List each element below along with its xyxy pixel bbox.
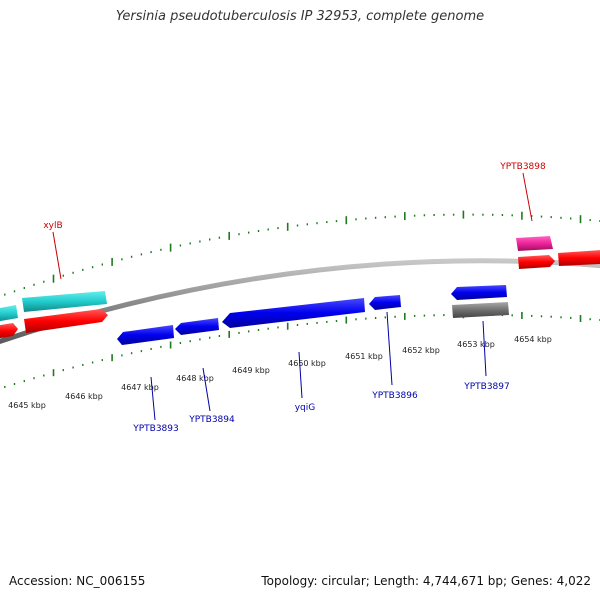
gene-arrow-yptb3894[interactable] — [175, 318, 219, 335]
scale-label: 4646 kbp — [65, 392, 103, 401]
gene-arrow-gray[interactable] — [452, 302, 509, 318]
page-title: Yersinia pseudotuberculosis IP 32953, co… — [115, 9, 485, 24]
outer-tick-ring — [4, 210, 600, 296]
callout-line — [52, 231, 62, 280]
scale-labels: 4645 kbp 4646 kbp 4647 kbp 4648 kbp 4649… — [8, 335, 552, 410]
scale-label: 4654 kbp — [514, 335, 552, 344]
callout-line — [522, 172, 533, 222]
gene-label-yqig[interactable]: yqiG — [295, 403, 316, 413]
gene-arrow-red-xylb[interactable] — [24, 309, 108, 333]
scale-label: 4652 kbp — [402, 346, 440, 355]
gene-callouts: xylB YPTB3898 YPTB3893 YPTB3894 yqiG YPT… — [43, 162, 546, 434]
callout-line — [202, 367, 211, 412]
gene-arrow-red-right-2[interactable] — [558, 250, 600, 266]
scale-label: 4645 kbp — [8, 401, 46, 410]
scale-label: 4653 kbp — [457, 340, 495, 349]
scale-label: 4648 kbp — [176, 374, 214, 383]
callout-line — [386, 311, 393, 386]
gene-arrow-yqig[interactable] — [222, 298, 365, 328]
reverse-strand-genes — [117, 285, 509, 345]
accession-label: Accession: NC_006155 — [9, 574, 146, 588]
gene-arrow-red-left[interactable] — [0, 323, 18, 339]
gene-arrow-pink-yptb3898[interactable] — [516, 236, 553, 251]
gene-arrow-yptb3896[interactable] — [369, 295, 401, 310]
genome-summary: Topology: circular; Length: 4,744,671 bp… — [261, 574, 591, 588]
scale-label: 4649 kbp — [232, 366, 270, 375]
gene-label-yptb3898[interactable]: YPTB3898 — [499, 162, 546, 172]
scale-label: 4647 kbp — [121, 383, 159, 392]
scale-label: 4651 kbp — [345, 352, 383, 361]
gene-label-yptb3894[interactable]: YPTB3894 — [188, 415, 235, 425]
gene-arrow-cyan-left[interactable] — [0, 305, 18, 322]
gene-label-yptb3896[interactable]: YPTB3896 — [371, 391, 418, 401]
inner-tick-ring — [4, 311, 600, 388]
scale-label: 4650 kbp — [288, 359, 326, 368]
gene-arrow-xylb-cyan[interactable] — [22, 291, 107, 312]
gene-arrow-yptb3893[interactable] — [117, 325, 174, 345]
gene-label-yptb3897[interactable]: YPTB3897 — [463, 382, 510, 392]
callout-line — [150, 376, 156, 421]
forward-strand-genes — [0, 236, 600, 339]
callout-line — [482, 320, 487, 377]
gene-label-xylb[interactable]: xylB — [43, 221, 62, 231]
callout-line — [298, 351, 303, 399]
gene-label-yptb3893[interactable]: YPTB3893 — [132, 424, 179, 434]
gene-arrow-red-right-1[interactable] — [518, 255, 555, 269]
gene-arrow-yptb3897[interactable] — [451, 285, 507, 300]
